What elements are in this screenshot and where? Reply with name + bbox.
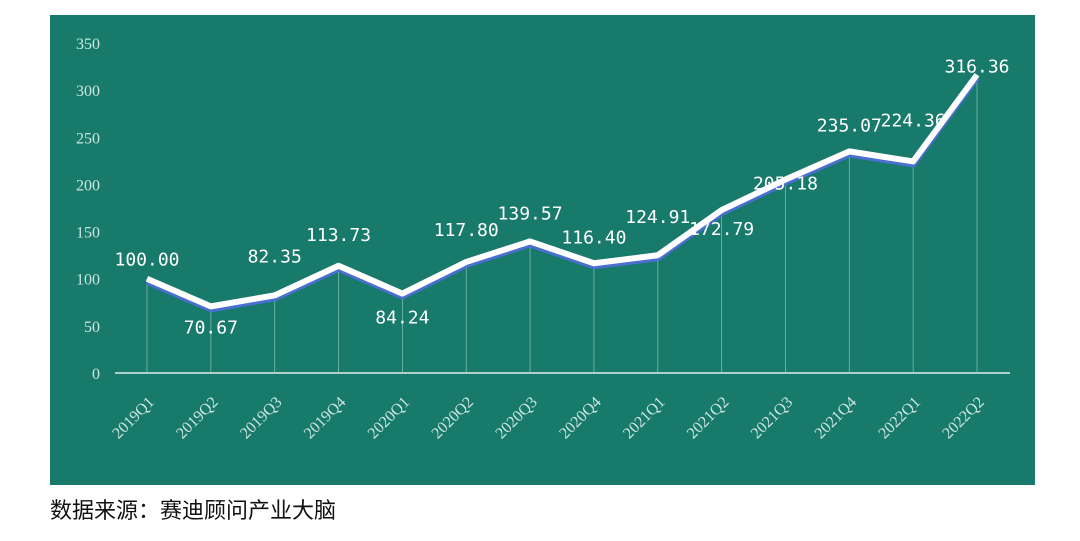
value-label: 205.18 xyxy=(753,174,818,195)
value-label: 70.67 xyxy=(184,317,238,338)
value-label: 124.91 xyxy=(625,207,690,228)
value-label: 116.40 xyxy=(561,227,626,248)
value-label: 224.36 xyxy=(881,110,946,131)
value-label: 82.35 xyxy=(248,246,302,267)
value-label: 113.73 xyxy=(306,225,371,246)
y-tick-label: 250 xyxy=(76,130,100,147)
value-label: 316.36 xyxy=(944,57,1009,78)
value-label: 235.07 xyxy=(817,115,882,136)
source-note: 数据来源：赛迪顾问产业大脑 xyxy=(50,499,336,524)
y-tick-label: 50 xyxy=(84,319,100,336)
y-tick-label: 300 xyxy=(76,83,100,100)
y-tick-label: 200 xyxy=(76,177,100,194)
line xyxy=(145,72,980,310)
value-label: 117.80 xyxy=(434,220,499,241)
y-tick-label: 0 xyxy=(92,366,100,383)
value-label: 139.57 xyxy=(498,203,563,224)
value-label: 172.79 xyxy=(689,219,754,240)
y-tick-label: 100 xyxy=(76,272,100,289)
value-label: 100.00 xyxy=(114,250,179,271)
y-tick-label: 350 xyxy=(76,36,100,53)
value-label: 84.24 xyxy=(375,308,429,329)
y-tick-label: 150 xyxy=(76,225,100,242)
